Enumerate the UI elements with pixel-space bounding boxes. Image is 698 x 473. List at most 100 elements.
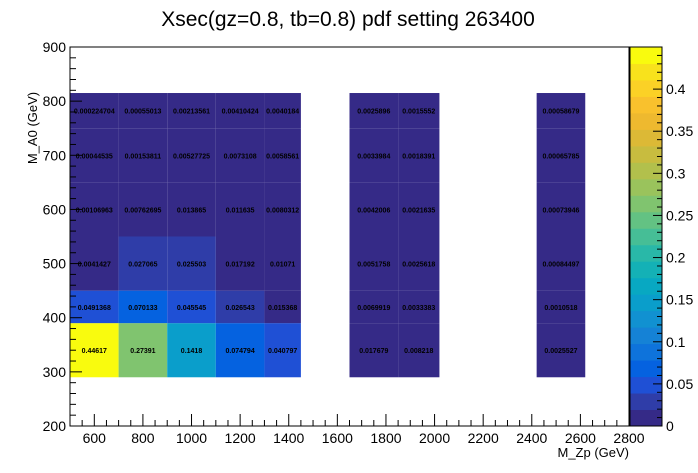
cell-value-label: 0.0010518 xyxy=(544,305,577,312)
heatmap-cell xyxy=(264,236,301,291)
color-scale-step xyxy=(630,96,662,114)
heatmap-cell xyxy=(70,93,119,129)
cell-value-label: 0.0015552 xyxy=(402,109,435,116)
color-scale-step xyxy=(630,63,662,81)
y-axis: 200 300 400 500 600 700 800 900 xyxy=(43,39,82,434)
heatmap-cell xyxy=(118,182,168,237)
cell-value-labels: 0.44617 0.27391 0.1418 0.074794 0.040797 0.01… xyxy=(74,109,580,356)
heatmap-cell xyxy=(118,290,168,324)
heatmap-cell xyxy=(215,93,265,129)
cell-value-label: 0.0058561 xyxy=(266,153,299,160)
color-scale-label: 0 xyxy=(666,418,674,434)
x-tick-label: 2000 xyxy=(419,430,450,446)
cell-value-label: 0.070133 xyxy=(128,305,157,312)
heatmap-cell xyxy=(215,290,265,324)
color-scale-step xyxy=(630,195,662,213)
color-scale-step xyxy=(630,327,662,345)
color-scale-step xyxy=(630,79,662,97)
cell-value-label: 0.0051758 xyxy=(357,262,390,269)
heatmap-cell xyxy=(167,323,216,378)
y-tick-label: 600 xyxy=(43,201,67,217)
heatmap-cell xyxy=(118,236,168,291)
cell-value-label: 0.0025618 xyxy=(402,262,435,269)
heatmap-cell xyxy=(349,236,399,291)
color-scale-label: 0.1 xyxy=(666,334,686,350)
cell-value-label: 0.00410424 xyxy=(222,109,259,116)
cell-value-label: 0.00044535 xyxy=(76,153,113,160)
cell-value-label: 0.0033383 xyxy=(402,305,435,312)
y-tick-label: 200 xyxy=(43,418,67,434)
x-tick-label: 600 xyxy=(83,430,107,446)
color-scale-step xyxy=(630,112,662,130)
heatmap-cell xyxy=(349,182,399,237)
heatmap-cell xyxy=(536,93,586,129)
color-scale-step xyxy=(630,162,662,180)
cell-value-label: 0.0040184 xyxy=(266,109,299,116)
color-scale-step xyxy=(630,360,662,378)
x-tick-label: 2600 xyxy=(565,430,596,446)
y-tick-label: 500 xyxy=(43,256,67,272)
heatmap-cell xyxy=(118,93,168,129)
y-tick-label: 900 xyxy=(43,39,67,55)
cell-value-label: 0.00065785 xyxy=(542,153,579,160)
x-tick-label: 1600 xyxy=(322,430,353,446)
heatmap-cell xyxy=(167,128,216,183)
heatmap-cell xyxy=(398,236,440,291)
y-tick-label: 300 xyxy=(43,364,67,380)
heatmap-cell xyxy=(70,323,119,378)
heatmap-cell xyxy=(536,182,586,237)
cell-value-label: 0.00762695 xyxy=(124,207,161,214)
cell-value-label: 0.017679 xyxy=(359,348,388,355)
heatmap-cells xyxy=(70,93,586,378)
color-scale-label: 0.3 xyxy=(666,165,686,181)
color-scale-step xyxy=(630,343,662,361)
cell-value-label: 0.00213561 xyxy=(173,109,210,116)
cell-value-label: 0.000224704 xyxy=(74,109,115,116)
x-tick-label: 1400 xyxy=(273,430,304,446)
cell-value-label: 0.013865 xyxy=(177,207,206,214)
heatmap-cell xyxy=(264,93,301,129)
cell-value-label: 0.0069919 xyxy=(357,305,390,312)
heatmap-cell xyxy=(167,182,216,237)
color-scale-label: 0.35 xyxy=(666,123,693,139)
heatmap-cell xyxy=(215,236,265,291)
cell-value-label: 0.027065 xyxy=(128,262,157,269)
heatmap-cell xyxy=(264,323,301,378)
cell-value-label: 0.01071 xyxy=(270,262,295,269)
color-scale-step xyxy=(630,294,662,312)
cell-value-label: 0.1418 xyxy=(181,348,203,355)
color-scale-step xyxy=(630,277,662,295)
color-scale-bar xyxy=(629,46,663,427)
color-scale-step xyxy=(630,244,662,262)
color-scale-step xyxy=(630,261,662,279)
cell-value-label: 0.011635 xyxy=(226,207,255,214)
cell-value-label: 0.0080312 xyxy=(266,207,299,214)
y-axis-title: M_A0 (GeV) xyxy=(25,92,40,164)
color-scale-step xyxy=(630,376,662,394)
color-scale-label: 0.05 xyxy=(666,376,693,392)
cell-value-label: 0.0491368 xyxy=(78,305,111,312)
x-tick-label: 2200 xyxy=(468,430,499,446)
y-tick-label: 400 xyxy=(43,310,67,326)
cell-value-label: 0.44617 xyxy=(82,348,107,355)
heatmap-cell xyxy=(398,128,440,183)
color-scale-step xyxy=(630,129,662,147)
color-scale-label: 0.4 xyxy=(666,81,686,97)
cell-value-label: 0.0025527 xyxy=(544,348,577,355)
heatmap-cell xyxy=(398,323,440,378)
cell-value-label: 0.0041427 xyxy=(78,262,111,269)
color-scale-axis: 0 0.05 0.1 0.15 0.2 0.25 0.3 0.35 0.4 xyxy=(653,46,693,434)
x-tick-label: 1000 xyxy=(176,430,207,446)
cell-value-label: 0.00084497 xyxy=(542,262,579,269)
x-tick-label: 2800 xyxy=(613,430,644,446)
cell-value-label: 0.00106963 xyxy=(76,207,113,214)
cell-value-label: 0.025503 xyxy=(177,262,206,269)
heatmap-cell xyxy=(398,290,440,324)
heatmap-cell xyxy=(215,323,265,378)
heatmap-cell xyxy=(349,290,399,324)
heatmap-cell xyxy=(215,128,265,183)
y-tick-label: 700 xyxy=(43,147,67,163)
cell-value-label: 0.074794 xyxy=(226,348,255,355)
cell-value-label: 0.00055013 xyxy=(124,109,161,116)
